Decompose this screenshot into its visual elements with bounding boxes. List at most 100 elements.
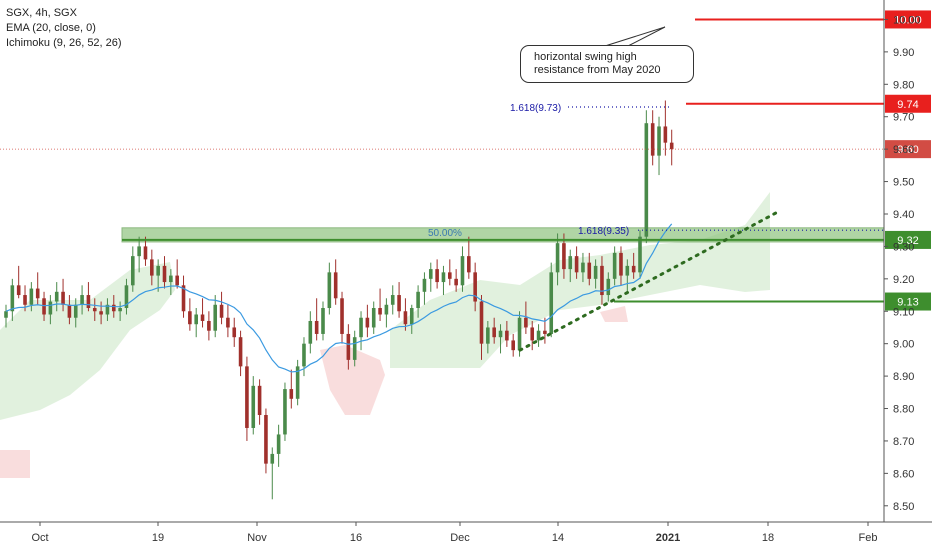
candle-down <box>226 304 230 338</box>
candle-up <box>48 295 53 325</box>
candle-body <box>511 340 515 351</box>
candle-up <box>4 304 8 328</box>
candle-body <box>207 320 211 331</box>
candle-body <box>663 126 668 143</box>
callout-pointer <box>604 26 666 47</box>
x-tick-label: Feb <box>859 532 878 544</box>
callout-line-2: resistance from May 2020 <box>534 64 661 76</box>
candle-up <box>105 298 110 321</box>
y-tick-label: 9.60 <box>893 144 914 156</box>
candle-up <box>131 246 135 292</box>
y-tick-label: 9.50 <box>893 177 914 189</box>
candle-body <box>232 327 237 338</box>
legend-ichimoku[interactable]: Ichimoku (9, 26, 52, 26) <box>6 37 122 49</box>
candle-up <box>409 304 414 334</box>
y-tick-label: 9.10 <box>893 306 914 318</box>
candle-body <box>333 272 338 299</box>
price-label-text: 9.74 <box>897 99 918 111</box>
candle-down <box>92 298 97 321</box>
y-tick-label: 9.30 <box>893 241 914 253</box>
candle-body <box>73 304 78 318</box>
x-tick-label: Dec <box>450 532 470 544</box>
legend-symbol[interactable]: SGX, 4h, SGX <box>6 7 77 19</box>
candle-down <box>587 252 592 286</box>
candle-body <box>200 314 205 321</box>
candle-down <box>492 317 496 344</box>
candle-body <box>289 389 294 399</box>
candle-up <box>80 285 84 315</box>
candle-up <box>593 259 598 289</box>
candle-down <box>663 100 668 156</box>
candle-down <box>397 282 401 318</box>
candle-down <box>448 259 452 286</box>
candle-body <box>467 256 471 273</box>
candle-up <box>612 246 617 286</box>
candle-down <box>435 259 439 289</box>
candle-down <box>333 259 338 305</box>
y-tick-label: 10.00 <box>893 14 921 26</box>
cloud-green-2 <box>390 192 770 368</box>
candle-body <box>625 265 630 276</box>
candle-up <box>327 262 332 315</box>
x-tick-label: 18 <box>762 532 774 544</box>
candle-body <box>10 285 15 312</box>
candle-down <box>257 379 262 425</box>
candle-up <box>29 282 34 312</box>
candle-down <box>574 246 579 279</box>
candle-up <box>555 233 560 286</box>
candle-body <box>619 252 623 276</box>
candle-body <box>631 265 636 273</box>
candle-body <box>416 291 420 309</box>
candle-body <box>650 123 655 156</box>
candle-body <box>365 317 370 328</box>
candle-body <box>67 304 72 318</box>
candle-up <box>359 311 363 351</box>
candle-down <box>61 278 65 312</box>
candle-down <box>143 236 148 266</box>
candle-body <box>384 304 389 315</box>
candle-body <box>409 308 414 325</box>
candle-up <box>137 236 141 273</box>
candle-down <box>530 320 535 351</box>
candle-body <box>327 272 332 309</box>
candle-up <box>295 359 300 406</box>
candle-body <box>454 278 458 286</box>
candle-body <box>188 311 192 325</box>
candle-up <box>169 269 173 296</box>
candle-body <box>54 291 59 302</box>
candle-up <box>321 301 325 341</box>
candle-up <box>251 376 256 435</box>
cloud-green-1 <box>0 262 175 420</box>
candle-body <box>638 236 642 273</box>
candle-body <box>143 246 148 260</box>
candle-body <box>150 259 154 276</box>
y-tick-label: 9.90 <box>893 47 914 59</box>
candle-down <box>264 408 268 474</box>
candle-down <box>365 304 370 338</box>
candle-body <box>118 308 122 312</box>
y-tick-label: 8.70 <box>893 436 914 448</box>
candle-up <box>390 285 395 315</box>
candle-up <box>416 285 420 318</box>
candle-down <box>505 320 509 347</box>
legend-ema[interactable]: EMA (20, close, 0) <box>6 22 96 34</box>
zone-label: 50.00% <box>428 228 462 239</box>
callout-note[interactable]: horizontal swing high resistance from Ma… <box>520 45 694 83</box>
candle-body <box>48 301 53 315</box>
price-label-text: 9.60 <box>897 144 918 156</box>
candle-up <box>568 249 573 283</box>
x-tick-label: 14 <box>552 532 564 544</box>
candle-body <box>92 308 97 312</box>
candle-body <box>257 385 262 416</box>
candle-down <box>524 301 528 334</box>
candle-body <box>131 256 135 286</box>
candle-up <box>422 272 427 305</box>
candle-down <box>562 233 566 279</box>
candle-up <box>73 298 78 328</box>
candle-body <box>35 288 40 299</box>
price-label-text: 9.32 <box>897 235 918 247</box>
candle-body <box>581 262 585 273</box>
support-trendline <box>518 209 782 352</box>
candle-down <box>473 262 477 312</box>
